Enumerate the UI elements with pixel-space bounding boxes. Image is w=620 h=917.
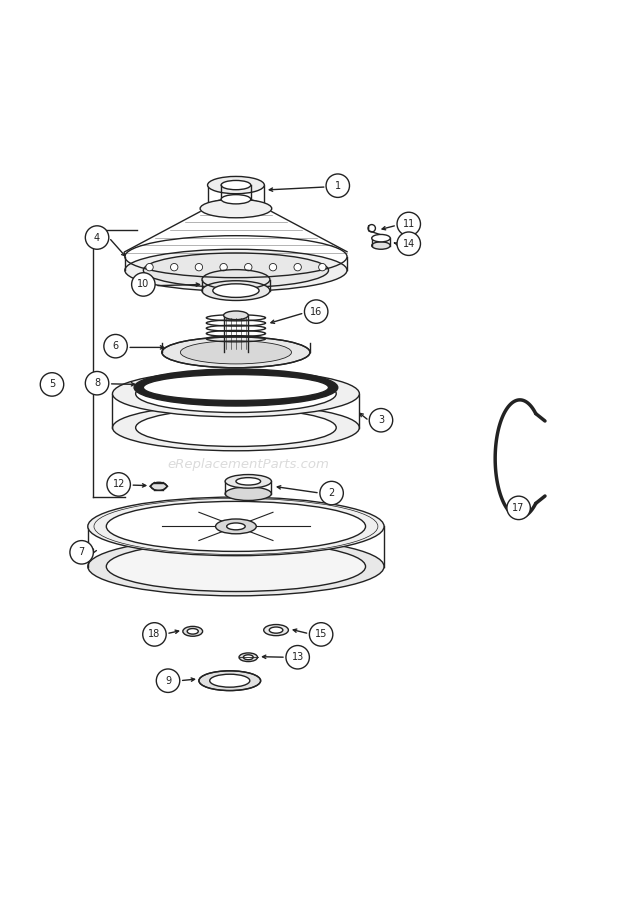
Ellipse shape: [208, 176, 264, 193]
Circle shape: [269, 263, 277, 271]
Ellipse shape: [187, 628, 198, 634]
Text: 6: 6: [112, 341, 118, 351]
Circle shape: [397, 232, 420, 256]
Circle shape: [309, 623, 333, 646]
Text: 14: 14: [402, 238, 415, 249]
Ellipse shape: [183, 626, 203, 636]
Ellipse shape: [134, 369, 338, 406]
Circle shape: [156, 669, 180, 692]
Circle shape: [397, 212, 420, 236]
Circle shape: [319, 263, 326, 271]
Circle shape: [146, 263, 153, 271]
Ellipse shape: [106, 502, 366, 551]
Circle shape: [244, 263, 252, 271]
Ellipse shape: [88, 537, 384, 596]
Circle shape: [294, 263, 301, 271]
Circle shape: [320, 481, 343, 504]
Text: 12: 12: [112, 480, 125, 490]
Ellipse shape: [372, 235, 390, 242]
Ellipse shape: [227, 523, 245, 530]
Ellipse shape: [136, 375, 336, 413]
Text: 9: 9: [165, 676, 171, 686]
Ellipse shape: [143, 374, 329, 401]
Ellipse shape: [112, 370, 360, 417]
Ellipse shape: [200, 199, 272, 217]
Circle shape: [170, 263, 178, 271]
Ellipse shape: [236, 478, 260, 485]
Ellipse shape: [151, 482, 167, 491]
Circle shape: [70, 541, 94, 564]
Ellipse shape: [88, 497, 384, 556]
Text: 17: 17: [513, 503, 525, 513]
Text: 10: 10: [137, 280, 149, 290]
Ellipse shape: [125, 249, 347, 292]
Ellipse shape: [136, 409, 336, 447]
Ellipse shape: [106, 542, 366, 591]
Circle shape: [86, 226, 108, 249]
Circle shape: [220, 263, 228, 271]
Ellipse shape: [213, 284, 259, 297]
Ellipse shape: [208, 199, 264, 215]
Ellipse shape: [269, 627, 283, 633]
Circle shape: [131, 272, 155, 296]
Text: 5: 5: [49, 380, 55, 390]
Text: 16: 16: [310, 306, 322, 316]
Ellipse shape: [372, 242, 390, 249]
Text: 13: 13: [291, 652, 304, 662]
Text: 4: 4: [94, 233, 100, 242]
Ellipse shape: [112, 404, 360, 451]
Text: eReplacementParts.com: eReplacementParts.com: [167, 458, 329, 471]
Ellipse shape: [221, 194, 250, 204]
Ellipse shape: [225, 475, 272, 488]
Ellipse shape: [243, 655, 253, 659]
Circle shape: [286, 646, 309, 669]
Text: 2: 2: [329, 488, 335, 498]
Circle shape: [86, 371, 108, 395]
Circle shape: [40, 372, 64, 396]
Ellipse shape: [162, 337, 310, 368]
Circle shape: [104, 335, 127, 358]
Circle shape: [370, 408, 392, 432]
Ellipse shape: [221, 181, 250, 190]
Circle shape: [507, 496, 530, 520]
Ellipse shape: [216, 519, 256, 534]
Ellipse shape: [143, 253, 329, 288]
Circle shape: [107, 472, 130, 496]
Text: 7: 7: [79, 547, 85, 558]
Text: 8: 8: [94, 378, 100, 388]
Circle shape: [304, 300, 328, 324]
Text: 11: 11: [402, 219, 415, 229]
Text: 18: 18: [148, 629, 161, 639]
Ellipse shape: [199, 671, 260, 691]
Text: 3: 3: [378, 415, 384, 425]
Text: 15: 15: [315, 629, 327, 639]
Ellipse shape: [264, 624, 288, 635]
Ellipse shape: [224, 311, 248, 320]
Ellipse shape: [225, 487, 272, 501]
Ellipse shape: [202, 281, 270, 301]
Circle shape: [195, 263, 203, 271]
Text: 1: 1: [335, 181, 341, 191]
Ellipse shape: [180, 341, 291, 364]
Ellipse shape: [239, 653, 257, 661]
Ellipse shape: [210, 674, 250, 687]
Circle shape: [143, 623, 166, 646]
Circle shape: [326, 174, 350, 197]
